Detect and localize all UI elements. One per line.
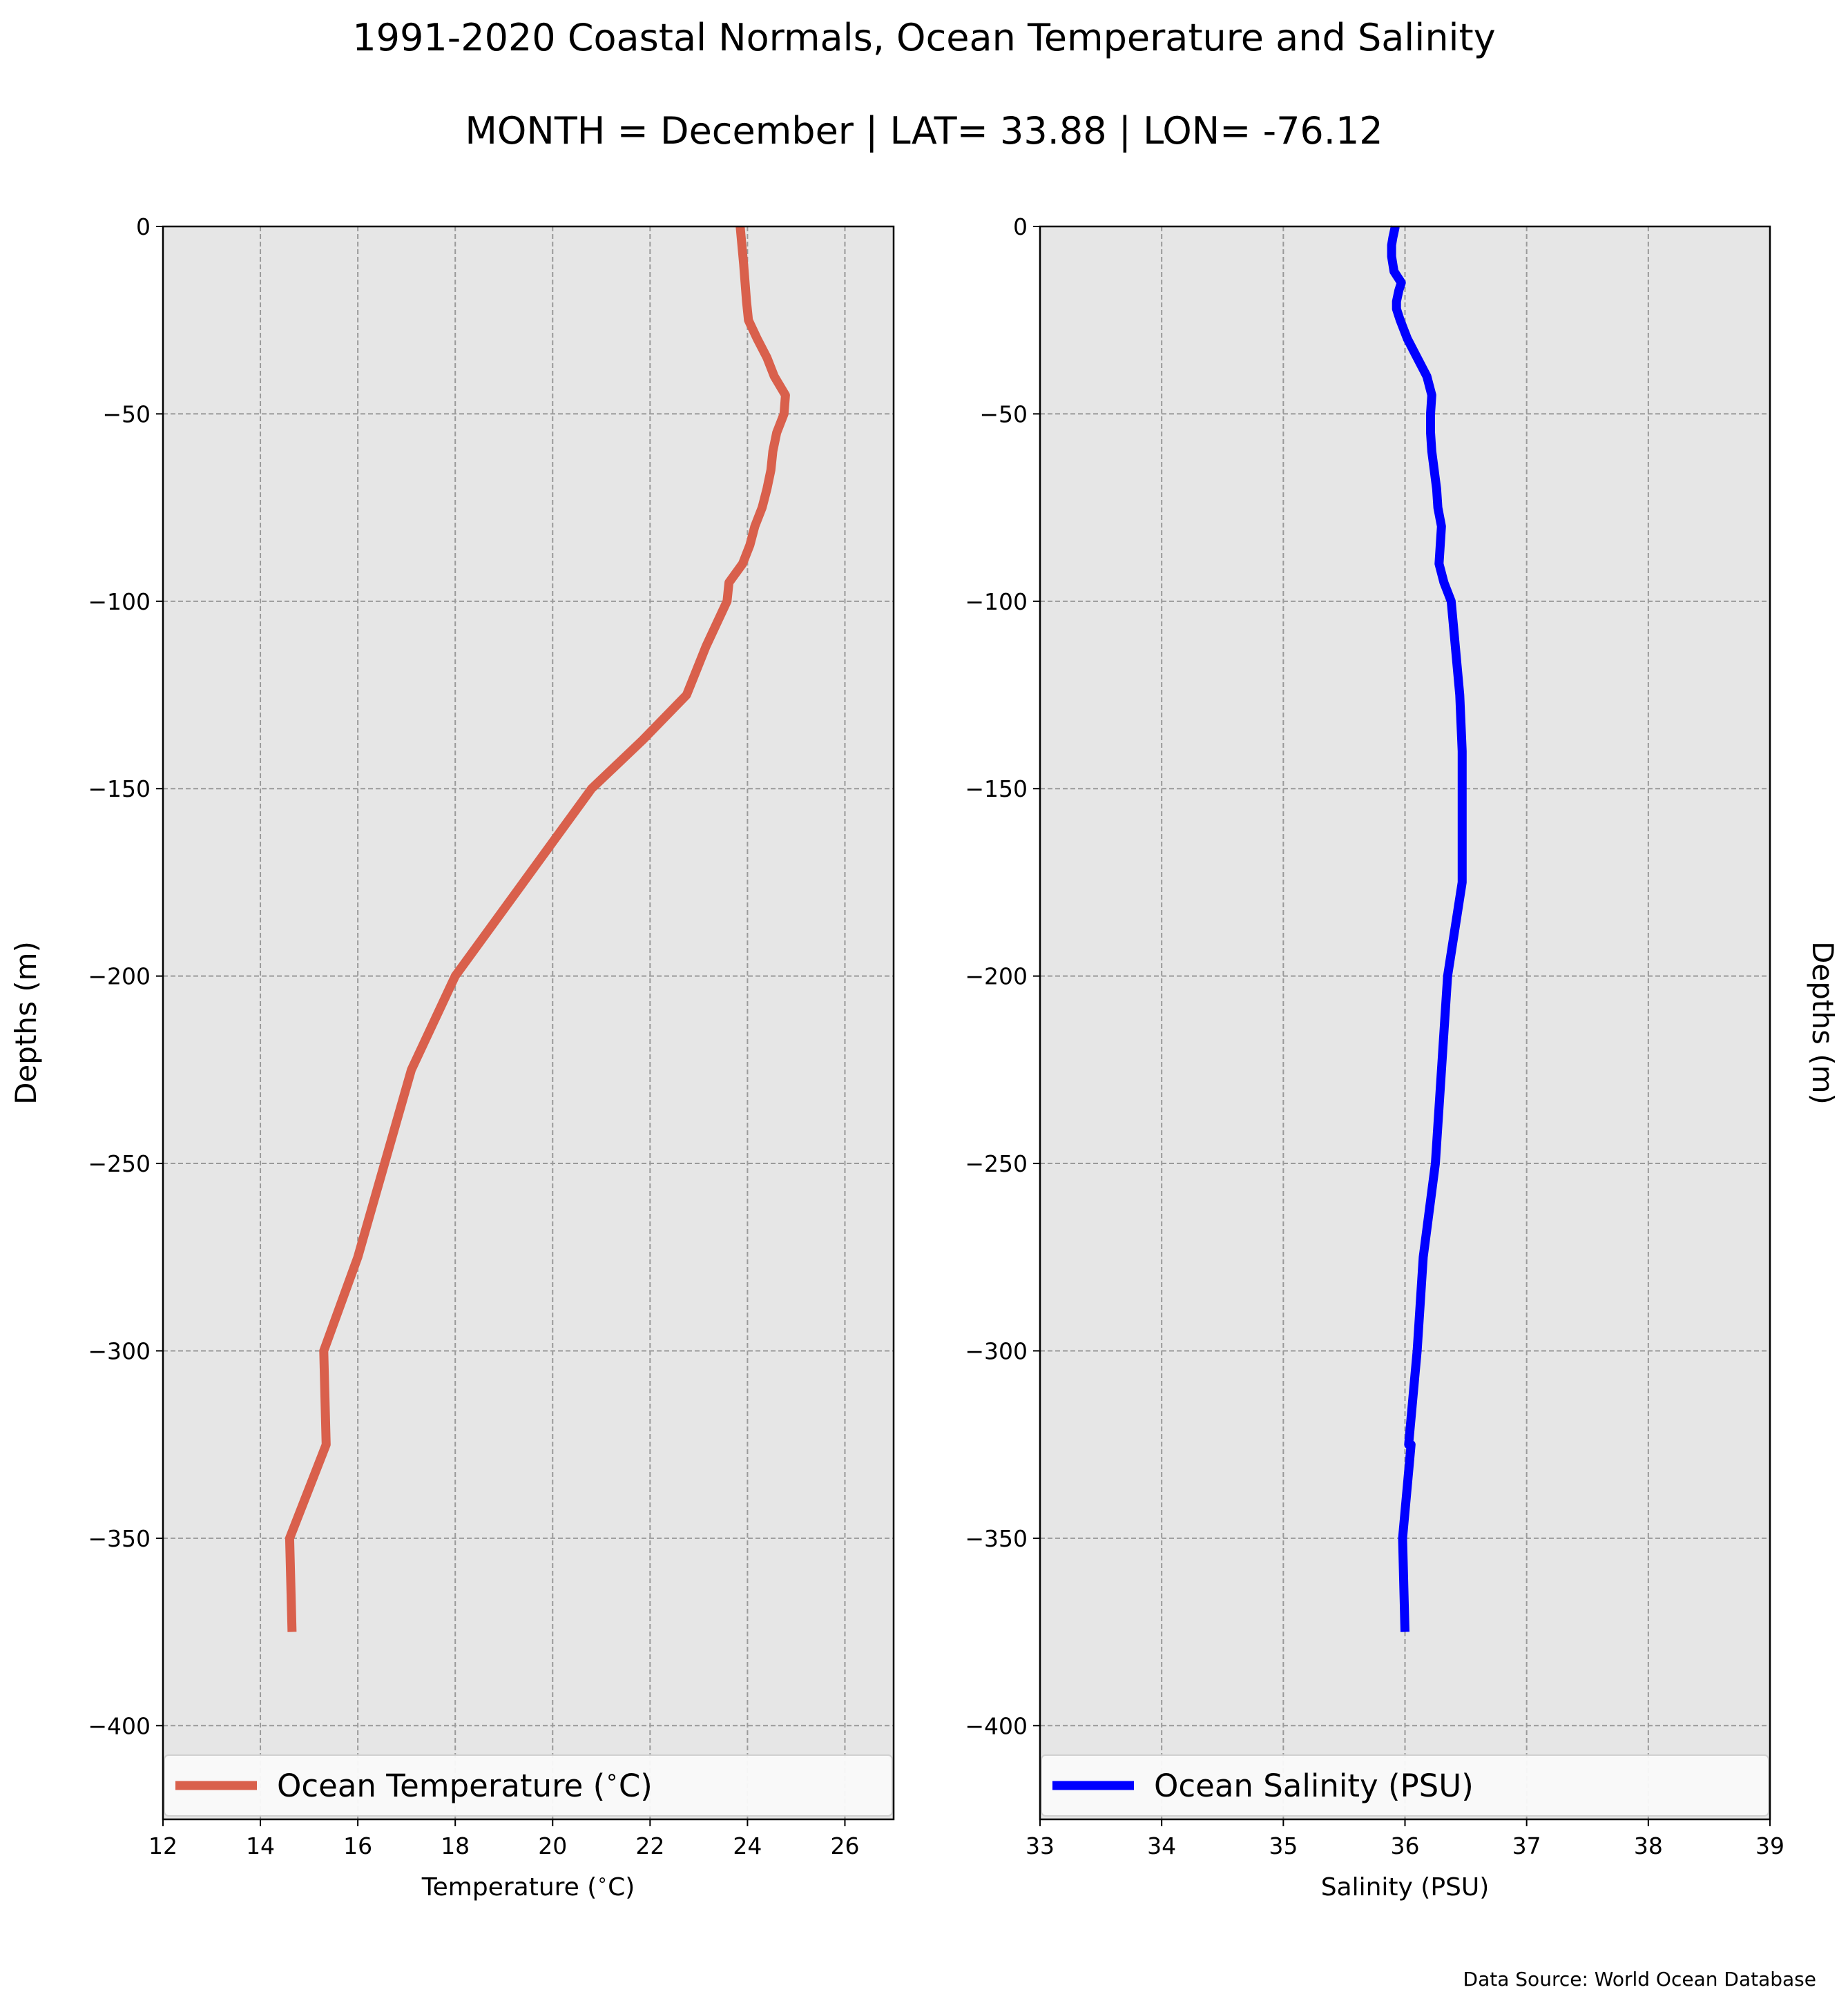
axes-frame [162,225,895,1821]
x-tick-label: 20 [538,1832,567,1859]
x-tick-label: 24 [733,1832,762,1859]
data-source-note: Data Source: World Ocean Database [1463,1968,1816,1991]
y-tick-label: −300 [965,1337,1028,1364]
x-tick-label: 35 [1269,1832,1298,1859]
y-tick-label: −50 [979,400,1028,427]
legend-label: Ocean Temperature (∘C) [277,1765,653,1804]
y-axis-label: Depths (m) [9,941,43,1105]
salinity-panel: 33 34 35 36 37 38 39 0 −50 −100 −150 −200 −250 −300 −3… [965,213,1840,1902]
y-tick-label: −200 [965,963,1028,990]
x-tick-label: 36 [1391,1832,1420,1859]
y-tick-label: −200 [88,963,151,990]
legend-box [164,1754,893,1817]
x-tick-label: 14 [246,1832,275,1859]
x-tick-label: 16 [343,1832,372,1859]
y-tick-label: −50 [102,400,151,427]
legend-label: Ocean Salinity (PSU) [1154,1768,1474,1804]
x-axis-label: Salinity (PSU) [1321,1873,1490,1902]
x-tick-label: 18 [441,1832,470,1859]
y-tick-label: −150 [965,775,1028,802]
y-tick-label: −300 [88,1337,151,1364]
legend: Ocean Salinity (PSU) [1041,1754,1769,1817]
y-tick-label: 0 [1013,213,1028,240]
x-tick-label: 37 [1512,1832,1541,1859]
legend-box [1041,1754,1769,1817]
chart-subtitle: MONTH = December | LAT= 33.88 | LON= -76… [465,109,1383,153]
y-tick-label: 0 [136,213,151,240]
y-tick-label: −400 [965,1712,1028,1739]
axes-frame [1039,225,1771,1821]
x-tick-label: 12 [148,1832,177,1859]
y-tick-label: −350 [965,1525,1028,1552]
series-line-salinity [1387,225,1467,1632]
y-axis-label: Depths (m) [1806,941,1840,1105]
series-line-temperature [285,226,790,1632]
chart-title: 1991-2020 Coastal Normals, Ocean Tempera… [352,16,1495,59]
y-tick-label: −100 [965,588,1028,615]
x-tick-label: 38 [1634,1832,1663,1859]
x-tick-label: 34 [1147,1832,1176,1859]
y-tick-label: −150 [88,775,151,802]
x-tick-label: 33 [1026,1832,1055,1859]
y-tick-label: −100 [88,588,151,615]
legend: Ocean Temperature (∘C) [164,1754,893,1817]
y-tick-label: −400 [88,1712,151,1739]
x-axis-label: Temperature (∘C) [421,1870,635,1902]
y-tick-label: −250 [965,1150,1028,1177]
x-tick-label: 26 [830,1832,859,1859]
y-tick-label: −250 [88,1150,151,1177]
y-tick-label: −350 [88,1525,151,1552]
x-tick-label: 22 [635,1832,664,1859]
x-tick-label: 39 [1755,1832,1784,1859]
temperature-panel: 12 14 16 18 20 22 24 26 0 −50 −100 −150 −200 −250 −300… [9,213,895,1902]
plot-area [163,226,894,1819]
